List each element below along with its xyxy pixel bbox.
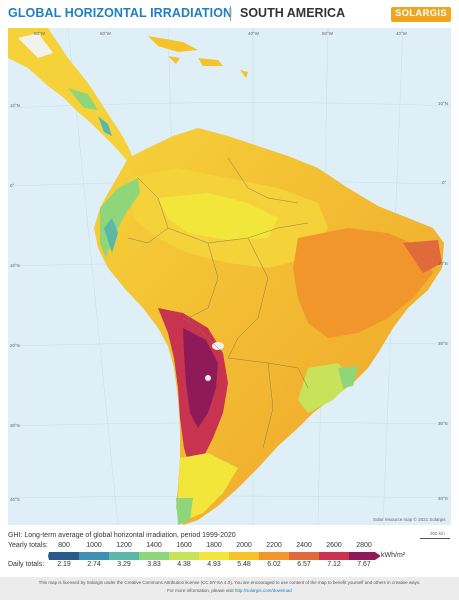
yearly-tick-label: 2000 (236, 542, 252, 549)
color-segment (259, 552, 289, 560)
latitude-label-left: 10°N (10, 103, 21, 108)
download-link[interactable]: http://solargis.com/download (234, 588, 292, 593)
yearly-tick-label: 1000 (86, 542, 102, 549)
color-scale-bar (48, 552, 380, 560)
longitude-label: 80°W (34, 31, 46, 36)
yearly-totals-label: Yearly totals: (8, 542, 48, 549)
yearly-tick-label: 2200 (266, 542, 282, 549)
yearly-tick-label: 2400 (296, 542, 312, 549)
latitude-label-right: 0° (442, 180, 447, 185)
daily-tick-label: 2.74 (87, 561, 101, 568)
daily-tick-label: 2.19 (57, 561, 71, 568)
latitude-label-left: 10°S (10, 263, 20, 268)
scale-bar (420, 538, 450, 539)
south-america-landmass (94, 128, 444, 525)
logo-text: SOLARGIS (394, 8, 447, 19)
title-divider (230, 6, 231, 21)
yearly-tick-label: 1400 (146, 542, 162, 549)
color-segment (229, 552, 259, 560)
daily-tick-label: 6.02 (267, 561, 281, 568)
longitude-label: 40°W (248, 31, 260, 36)
more-info-text: For more information, please visit http:… (0, 588, 459, 593)
country-borders (127, 157, 309, 449)
central-america-landmass (8, 28, 134, 162)
legend-title: GHI: Long-term average of global horizon… (8, 532, 236, 539)
daily-totals-label: Daily totals: (8, 561, 45, 568)
caribbean-islands (148, 36, 248, 78)
latitude-label-left: 20°S (10, 343, 20, 348)
header: GLOBAL HORIZONTAL IRRADIATION SOUTH AMER… (0, 0, 459, 28)
latitude-label-left: 30°S (10, 423, 20, 428)
longitude-label: 40°W (396, 31, 408, 36)
yearly-tick-label: 1600 (176, 542, 192, 549)
footer: This map is licensed by Solargis under t… (0, 577, 459, 600)
daily-tick-label: 4.93 (207, 561, 221, 568)
daily-tick-label: 3.83 (147, 561, 161, 568)
color-segment (48, 552, 79, 560)
region-title: SOUTH AMERICA (240, 6, 346, 20)
latitude-label-right: 20°S (438, 341, 448, 346)
latitude-label-right: 40°S (438, 496, 448, 501)
daily-tick-label: 7.12 (327, 561, 341, 568)
latitude-label-left: 40°S (10, 497, 20, 502)
latitude-label-left: 0° (10, 183, 15, 188)
yearly-tick-label: 1200 (116, 542, 132, 549)
map-canvas (8, 28, 451, 525)
color-segment (349, 552, 380, 560)
daily-tick-label: 3.29 (117, 561, 131, 568)
yearly-tick-label: 800 (58, 542, 70, 549)
daily-tick-label: 5.48 (237, 561, 251, 568)
color-segment (139, 552, 169, 560)
color-segment (79, 552, 109, 560)
color-segment (199, 552, 229, 560)
scale-label: 300 km (430, 531, 445, 536)
solargis-logo[interactable]: SOLARGIS (391, 7, 451, 22)
yearly-tick-label: 2600 (326, 542, 342, 549)
yearly-tick-label: 2800 (356, 542, 372, 549)
color-segment (319, 552, 349, 560)
yearly-tick-label: 1800 (206, 542, 222, 549)
unit-label: kWh/m² (381, 552, 406, 559)
longitude-label: 60°W (100, 31, 112, 36)
latitude-label-right: 10°N (438, 101, 449, 106)
longitude-label: 50°W (322, 31, 334, 36)
irradiation-map (8, 28, 451, 525)
more-info-prefix: For more information, please visit (167, 588, 235, 593)
color-segment (109, 552, 139, 560)
latitude-label-right: 10°S (438, 261, 448, 266)
color-segment (289, 552, 319, 560)
daily-tick-label: 4.38 (177, 561, 191, 568)
map-credit: Solar resource map © 2021 Solargis (373, 517, 446, 522)
latitude-label-right: 30°S (438, 421, 448, 426)
license-text: This map is licensed by Solargis under t… (38, 580, 421, 585)
daily-tick-label: 7.67 (357, 561, 371, 568)
map-title: GLOBAL HORIZONTAL IRRADIATION (8, 6, 233, 20)
daily-tick-label: 6.57 (297, 561, 311, 568)
color-segment (169, 552, 199, 560)
